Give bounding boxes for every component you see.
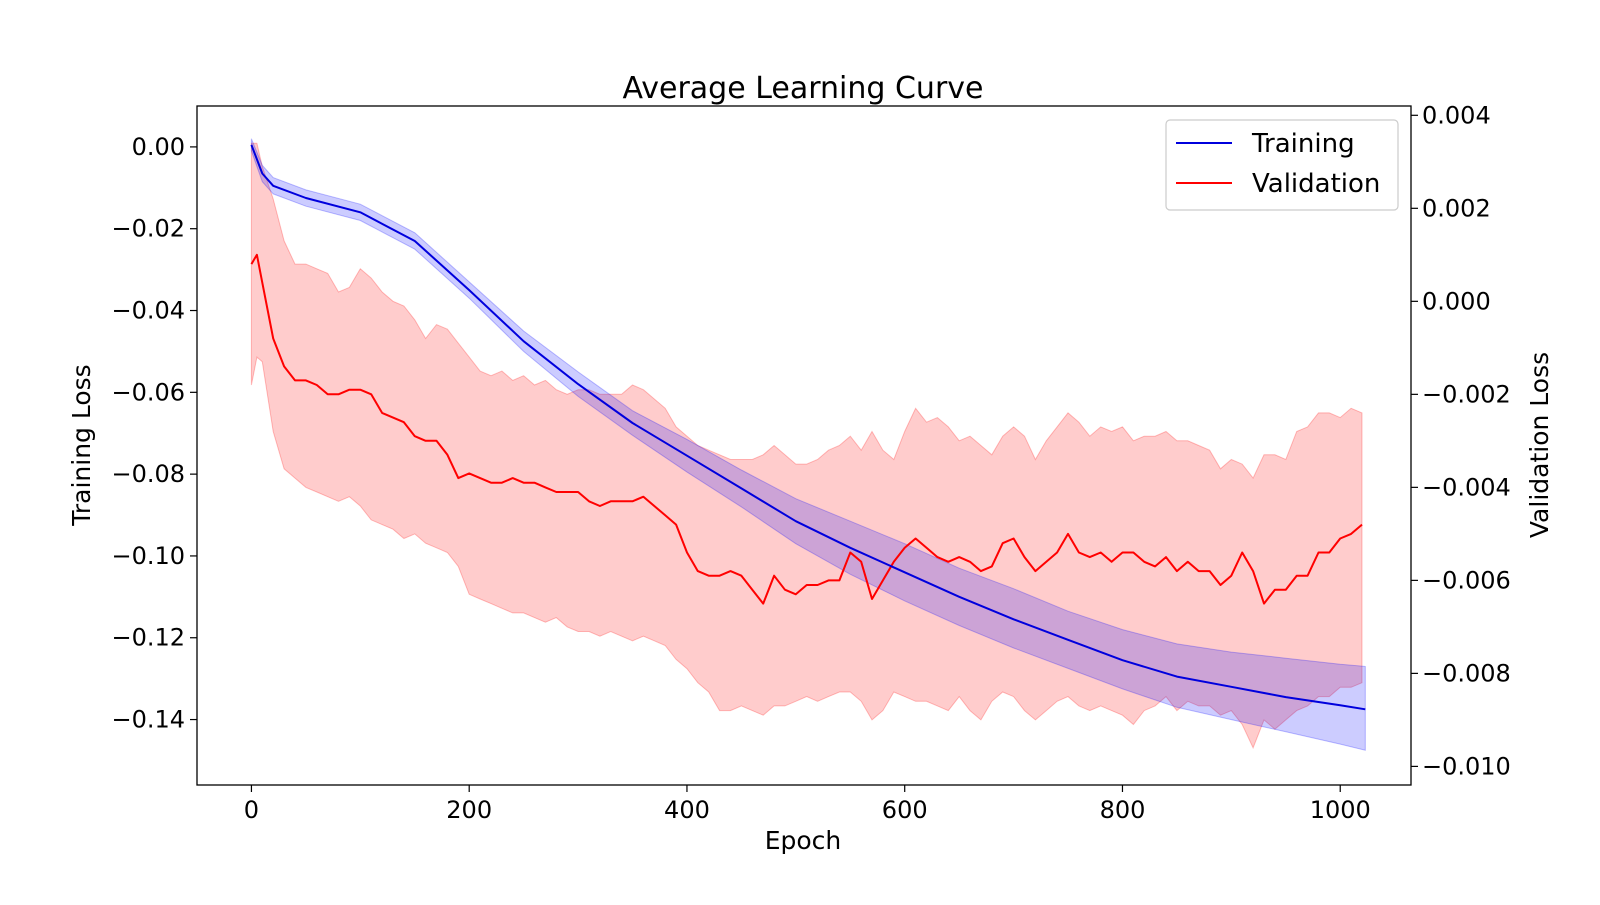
x-axis-ticks: 0 200 400 600 800 1000 — [244, 785, 1371, 824]
right-y-tick-label: 0.002 — [1422, 194, 1491, 222]
x-tick-label: 0 — [244, 796, 259, 824]
left-y-tick-label: −0.04 — [111, 297, 185, 325]
right-y-tick-label: −0.008 — [1422, 659, 1511, 687]
x-tick-label: 1000 — [1310, 796, 1371, 824]
training-band — [250, 138, 1366, 751]
x-axis-title: Epoch — [765, 826, 842, 855]
left-y-axis-title: Training Loss — [67, 364, 96, 526]
left-y-tick-label: −0.06 — [111, 378, 185, 406]
right-y-tick-label: 0.000 — [1422, 287, 1491, 315]
right-y-tick-label: −0.004 — [1422, 473, 1511, 501]
left-y-tick-label: −0.10 — [111, 542, 185, 570]
left-y-tick-label: −0.12 — [111, 624, 185, 652]
legend-training-label: Training — [1251, 129, 1355, 159]
left-y-axis-ticks: 0.00 −0.02 −0.04 −0.06 −0.08 −0.10 −0.12 −0.14 — [111, 133, 197, 734]
series-lines — [250, 144, 1366, 711]
legend-validation-label: Validation — [1252, 169, 1380, 199]
chart-title: Average Learning Curve — [622, 71, 983, 106]
right-y-axis-ticks: 0.004 0.002 0.000 −0.002 −0.004 −0.006 −0.008 −… — [1411, 101, 1511, 780]
left-y-tick-label: 0.00 — [132, 133, 185, 161]
training-line — [250, 144, 1366, 711]
plot-area-frame — [196, 105, 1412, 786]
validation-line — [250, 253, 1363, 605]
left-y-tick-label: −0.14 — [111, 706, 185, 734]
right-y-tick-label: −0.006 — [1422, 566, 1511, 594]
confidence-bands — [250, 138, 1366, 751]
x-tick-label: 800 — [1100, 796, 1146, 824]
right-y-tick-label: −0.002 — [1422, 380, 1511, 408]
right-y-tick-label: −0.010 — [1422, 752, 1511, 780]
x-tick-label: 400 — [664, 796, 710, 824]
right-y-axis-title: Validation Loss — [1525, 352, 1554, 538]
validation-band — [250, 142, 1363, 750]
left-y-tick-label: −0.02 — [111, 215, 185, 243]
legend: Training Validation — [1165, 119, 1399, 211]
left-y-tick-label: −0.08 — [111, 460, 185, 488]
x-tick-label: 200 — [446, 796, 492, 824]
right-y-tick-label: 0.004 — [1422, 101, 1491, 129]
x-tick-label: 600 — [882, 796, 928, 824]
